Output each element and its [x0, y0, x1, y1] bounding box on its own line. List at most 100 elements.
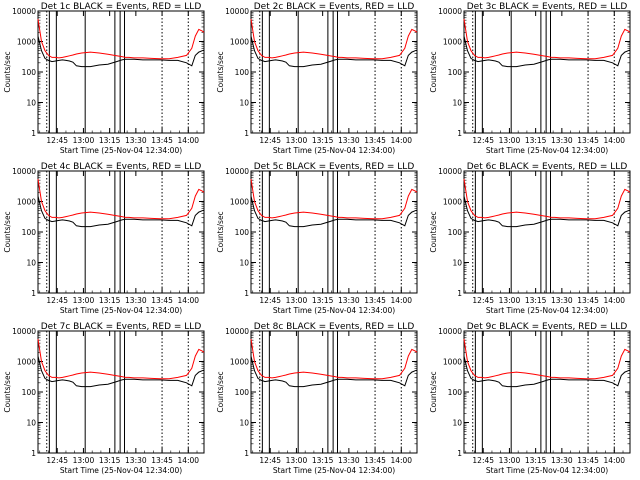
x-tick-label: 13:15: [525, 456, 547, 465]
x-tick-label: 13:45: [364, 456, 386, 465]
x-tick-label: 13:30: [125, 296, 147, 305]
y-axis-label: Counts/sec: [216, 211, 225, 252]
x-tick-label: 13:45: [577, 296, 599, 305]
x-tick-label: 14:00: [603, 296, 625, 305]
x-tick-label: 13:15: [525, 136, 547, 145]
y-tick-label: 1000: [17, 358, 36, 367]
chart-panel-det-8c: Det 8c BLACK = Events, RED = LLD 1 10 100 10…: [216, 322, 418, 475]
x-tick-label: 13:45: [364, 296, 386, 305]
x-tick-label: 13:15: [312, 136, 334, 145]
y-tick-label: 10: [26, 99, 36, 108]
x-tick-label: 14:00: [390, 456, 412, 465]
x-tick-label: 13:00: [286, 136, 308, 145]
y-axis-label: Counts/sec: [429, 211, 438, 252]
y-tick-label: 100: [22, 228, 37, 237]
plot-frame: [37, 10, 205, 134]
x-axis-label: Start Time (25-Nov-04 12:34:00): [273, 146, 395, 155]
x-tick-label: 13:45: [364, 136, 386, 145]
x-tick-label: 12:45: [472, 136, 494, 145]
y-tick-label: 1: [31, 449, 36, 458]
x-tick-label: 13:45: [577, 456, 599, 465]
chart-panel-det-5c: Det 5c BLACK = Events, RED = LLD 1 10 100 10…: [216, 162, 418, 315]
y-tick-label: 1: [31, 129, 36, 138]
x-tick-label: 12:45: [46, 456, 68, 465]
x-axis-label: Start Time (25-Nov-04 12:34:00): [486, 466, 608, 475]
x-axis-label: Start Time (25-Nov-04 12:34:00): [486, 146, 608, 155]
x-tick-label: 13:30: [551, 456, 573, 465]
x-tick-label: 14:00: [390, 136, 412, 145]
y-tick-label: 10000: [438, 167, 462, 176]
series-line-lld: [463, 178, 631, 220]
series-line-lld: [37, 18, 205, 60]
x-tick-label: 13:00: [499, 296, 521, 305]
y-axis-label: Counts/sec: [429, 51, 438, 92]
x-tick-label: 12:45: [46, 296, 68, 305]
y-tick-label: 10: [239, 99, 249, 108]
chart-panel-det-9c: Det 9c BLACK = Events, RED = LLD 1 10 100 10…: [429, 322, 631, 475]
x-tick-label: 12:45: [259, 456, 281, 465]
series-line-lld: [250, 338, 418, 380]
x-tick-label: 13:00: [73, 456, 95, 465]
y-axis-label: Counts/sec: [3, 51, 12, 92]
x-tick-label: 13:30: [125, 456, 147, 465]
x-tick-label: 13:00: [73, 296, 95, 305]
series-line-lld: [37, 338, 205, 380]
chart-title: Det 1c BLACK = Events, RED = LLD: [41, 2, 202, 12]
x-axis-label: Start Time (25-Nov-04 12:34:00): [60, 466, 182, 475]
y-tick-label: 1000: [230, 358, 249, 367]
x-tick-label: 13:30: [125, 136, 147, 145]
y-tick-label: 1: [457, 289, 462, 298]
y-tick-label: 100: [235, 388, 250, 397]
x-tick-label: 13:00: [286, 296, 308, 305]
x-tick-label: 13:30: [551, 136, 573, 145]
x-tick-label: 12:45: [472, 456, 494, 465]
y-tick-label: 10000: [225, 7, 249, 16]
y-tick-label: 100: [235, 228, 250, 237]
series-line-lld: [37, 178, 205, 220]
y-tick-label: 1: [31, 289, 36, 298]
x-axis-label: Start Time (25-Nov-04 12:34:00): [273, 466, 395, 475]
chart-title: Det 2c BLACK = Events, RED = LLD: [254, 2, 415, 12]
y-tick-label: 100: [235, 68, 250, 77]
chart-title: Det 5c BLACK = Events, RED = LLD: [254, 162, 415, 172]
x-tick-label: 13:30: [338, 136, 360, 145]
y-tick-label: 1000: [443, 358, 462, 367]
y-tick-label: 100: [22, 68, 37, 77]
chart-title: Det 4c BLACK = Events, RED = LLD: [41, 162, 202, 172]
x-tick-label: 14:00: [177, 456, 199, 465]
series-line-lld: [250, 178, 418, 220]
chart-title: Det 6c BLACK = Events, RED = LLD: [467, 162, 628, 172]
y-tick-label: 1000: [230, 198, 249, 207]
y-tick-label: 1: [457, 449, 462, 458]
y-tick-label: 10000: [438, 327, 462, 336]
series-line-lld: [250, 18, 418, 60]
x-tick-label: 12:45: [472, 296, 494, 305]
series-line-events: [37, 195, 205, 228]
plot-frame: [250, 170, 418, 294]
y-tick-label: 10: [26, 419, 36, 428]
y-tick-label: 1000: [17, 38, 36, 47]
x-axis-label: Start Time (25-Nov-04 12:34:00): [60, 306, 182, 315]
x-tick-label: 13:30: [338, 456, 360, 465]
series-line-events: [250, 35, 418, 68]
y-tick-label: 100: [448, 388, 463, 397]
plot-frame: [250, 10, 418, 134]
series-line-events: [37, 355, 205, 388]
series-line-events: [463, 35, 631, 68]
x-axis-label: Start Time (25-Nov-04 12:34:00): [60, 146, 182, 155]
x-tick-label: 13:45: [151, 456, 173, 465]
y-tick-label: 1000: [443, 38, 462, 47]
y-tick-label: 10000: [12, 327, 36, 336]
y-axis-label: Counts/sec: [216, 371, 225, 412]
y-tick-label: 10: [452, 419, 462, 428]
y-tick-label: 10000: [12, 7, 36, 16]
chart-title: Det 8c BLACK = Events, RED = LLD: [254, 322, 415, 332]
x-tick-label: 12:45: [259, 296, 281, 305]
plot-frame: [37, 330, 205, 454]
x-tick-label: 13:15: [99, 136, 121, 145]
series-line-events: [463, 195, 631, 228]
x-tick-label: 14:00: [177, 296, 199, 305]
y-tick-label: 1000: [230, 38, 249, 47]
y-tick-label: 1: [457, 129, 462, 138]
